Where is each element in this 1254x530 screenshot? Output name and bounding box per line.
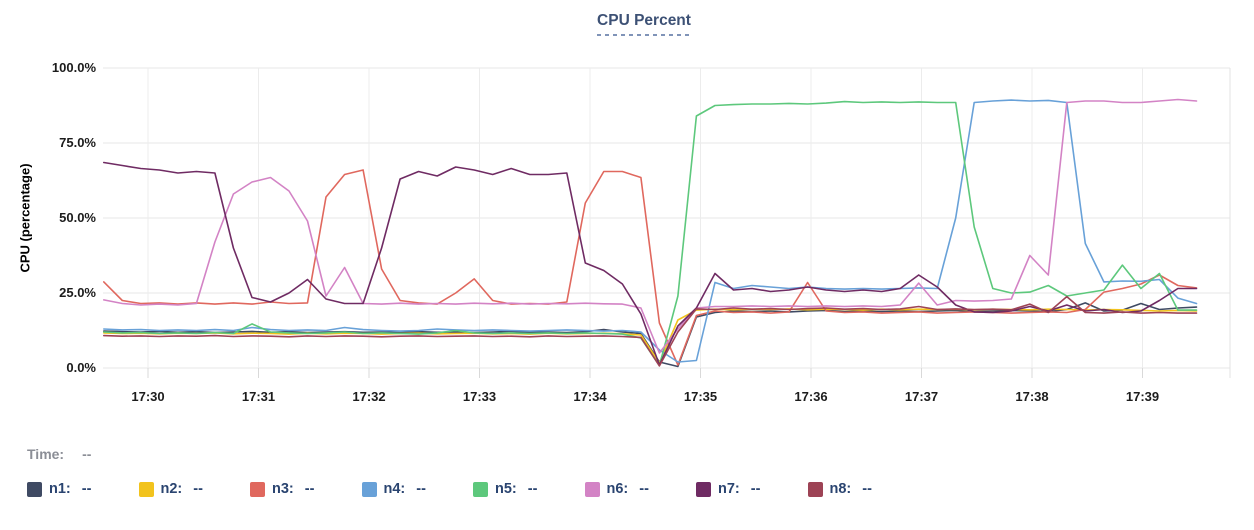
y-tick-label: 25.0% xyxy=(59,285,96,300)
legend-series-label: n4: xyxy=(383,481,406,497)
x-tick-label: 17:30 xyxy=(131,389,165,404)
legend-series-label: n6: xyxy=(606,481,629,497)
legend-item-n2[interactable]: n2: -- xyxy=(138,480,203,498)
x-tick-label: 17:39 xyxy=(1125,389,1160,404)
x-tick-label: 17:34 xyxy=(573,389,607,404)
legend-series-value: -- xyxy=(750,481,761,497)
legend-item-n4[interactable]: n4: -- xyxy=(361,480,426,498)
x-tick-label: 17:31 xyxy=(241,389,276,404)
y-tick-label: 50.0% xyxy=(59,210,96,225)
series-line-n3[interactable] xyxy=(103,169,1198,366)
n7-color-swatch-icon xyxy=(696,481,711,497)
legend-series-value: -- xyxy=(862,481,872,497)
series-line-n6[interactable] xyxy=(103,98,1198,354)
y-tick-label: 0.0% xyxy=(66,360,96,375)
series-line-n4[interactable] xyxy=(103,99,1198,363)
series-line-n7[interactable] xyxy=(103,161,1198,366)
y-tick-label: 75.0% xyxy=(59,135,96,150)
legend-series-label: n7: xyxy=(718,481,740,497)
n3-color-swatch-icon xyxy=(250,481,265,497)
n8-color-swatch-icon xyxy=(807,481,823,497)
legend-series-value: -- xyxy=(639,481,649,497)
x-tick-label: 17:33 xyxy=(462,389,497,404)
legend-item-n5[interactable]: n5: -- xyxy=(473,480,537,498)
legend-item-n6[interactable]: n6: -- xyxy=(584,480,649,498)
n4-color-swatch-icon xyxy=(361,481,377,497)
series-line-n8[interactable] xyxy=(103,295,1198,367)
legend-series-value: -- xyxy=(81,481,92,497)
n2-color-swatch-icon xyxy=(138,481,154,497)
x-tick-label: 17:38 xyxy=(1015,389,1049,404)
chart-canvas xyxy=(103,67,1231,378)
legend-series-label: n3: xyxy=(272,481,294,497)
n5-color-swatch-icon xyxy=(473,481,488,497)
legend-series-value: -- xyxy=(527,481,538,497)
time-readout-row: Time: -- xyxy=(27,446,91,462)
time-value: -- xyxy=(82,446,92,462)
x-tick-label: 17:37 xyxy=(904,389,939,404)
legend-series-label: n5: xyxy=(495,481,517,497)
series-line-n5[interactable] xyxy=(103,100,1198,367)
legend-series-value: -- xyxy=(193,481,203,497)
y-tick-label: 100.0% xyxy=(51,60,96,75)
x-tick-label: 17:36 xyxy=(794,389,828,404)
legend-series-value: -- xyxy=(304,481,315,497)
chart-title-row: CPU Percent xyxy=(0,12,1254,36)
legend-item-n3[interactable]: n3: -- xyxy=(250,480,314,498)
legend-series-label: n1: xyxy=(49,481,71,497)
legend-item-n1[interactable]: n1: -- xyxy=(27,480,91,498)
n1-color-swatch-icon xyxy=(27,481,42,497)
legend-series-label: n2: xyxy=(160,481,183,497)
legend-item-n7[interactable]: n7: -- xyxy=(696,480,760,498)
x-tick-label: 17:32 xyxy=(352,389,386,404)
chart-title[interactable]: CPU Percent xyxy=(597,12,691,36)
n6-color-swatch-icon xyxy=(584,481,600,497)
time-label: Time: xyxy=(27,446,65,462)
legend-series-value: -- xyxy=(416,481,426,497)
legend-item-n8[interactable]: n8: -- xyxy=(807,480,872,498)
legend-series-label: n8: xyxy=(829,481,852,497)
x-tick-label: 17:35 xyxy=(683,389,718,404)
